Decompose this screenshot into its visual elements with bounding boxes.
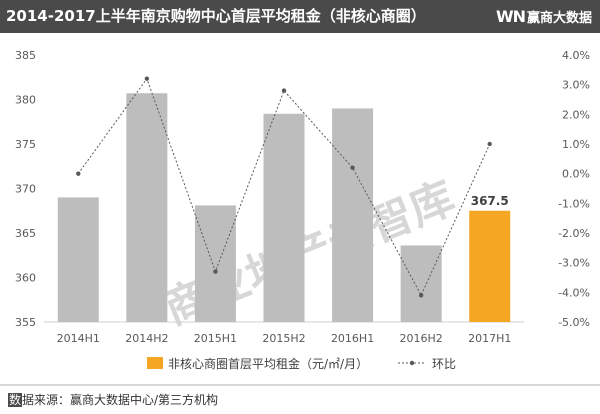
x-tick-label: 2015H1 — [194, 332, 237, 345]
y-right-tick-label: 1.0% — [562, 138, 590, 151]
source-text: 据来源：赢商大数据中心/第三方机构 — [22, 393, 219, 407]
data-label: 367.5 — [471, 194, 509, 208]
bar — [194, 205, 236, 322]
y-right-tick-label: 3.0% — [562, 79, 590, 92]
x-tick-label: 2014H2 — [125, 332, 168, 345]
y-right-tick-label: -2.0% — [558, 227, 590, 240]
line-point — [350, 165, 355, 170]
y-right-tick-label: 0.0% — [562, 168, 590, 181]
bar — [400, 245, 442, 322]
title-bar: 2014-2017上半年南京购物中心首层平均租金（非核心商圈） WN 赢商大数据 — [0, 0, 600, 33]
bar — [469, 210, 511, 322]
bar — [263, 113, 305, 323]
line-point — [281, 88, 287, 93]
y-right-tick-label: -3.0% — [558, 257, 590, 270]
y-right-tick-label: 2.0% — [562, 108, 590, 121]
line-point — [213, 269, 218, 274]
x-tick-label: 2014H1 — [57, 332, 100, 345]
source-first-char: 数 — [8, 393, 23, 407]
y-left-tick-label: 380 — [15, 94, 36, 107]
bar — [126, 93, 168, 323]
bar — [332, 108, 374, 323]
y-right-tick-label: -1.0% — [558, 197, 590, 210]
source-footer: 数据来源：赢商大数据中心/第三方机构 — [0, 384, 600, 414]
y-left-tick-label: 370 — [15, 183, 36, 196]
legend-label-line: 环比 — [432, 357, 456, 371]
logo-text: 赢商大数据 — [526, 11, 592, 26]
x-tick-label: 2016H2 — [400, 332, 443, 345]
y-right-tick-label: 4.0% — [562, 49, 590, 62]
line-point — [76, 171, 81, 176]
x-tick-label: 2017H1 — [468, 332, 511, 345]
legend-swatch-bar — [147, 357, 163, 369]
y-left-tick-label: 385 — [15, 49, 36, 62]
source-note: 数据来源：赢商大数据中心/第三方机构 — [8, 391, 218, 408]
bar — [57, 197, 99, 322]
legend-label-bar: 非核心商圈首层平均租金（元/㎡/月） — [168, 356, 368, 371]
y-left-tick-label: 360 — [15, 272, 36, 285]
brand-logo: WN 赢商大数据 — [496, 0, 592, 33]
legend-swatch-point — [409, 360, 415, 366]
logo-mark-icon: WN — [495, 7, 526, 26]
y-right-tick-label: -4.0% — [558, 286, 590, 299]
line-point — [487, 141, 492, 147]
y-left-tick-label: 375 — [15, 138, 36, 151]
x-tick-label: 2016H1 — [331, 332, 374, 345]
line-point — [144, 76, 150, 81]
y-left-tick-label: 365 — [15, 227, 36, 240]
line-point — [418, 293, 424, 298]
y-left-tick-label: 355 — [15, 316, 36, 329]
chart-title: 2014-2017上半年南京购物中心首层平均租金（非核心商圈） — [6, 7, 426, 25]
x-tick-label: 2015H2 — [262, 332, 305, 345]
y-right-tick-label: -5.0% — [558, 316, 590, 329]
